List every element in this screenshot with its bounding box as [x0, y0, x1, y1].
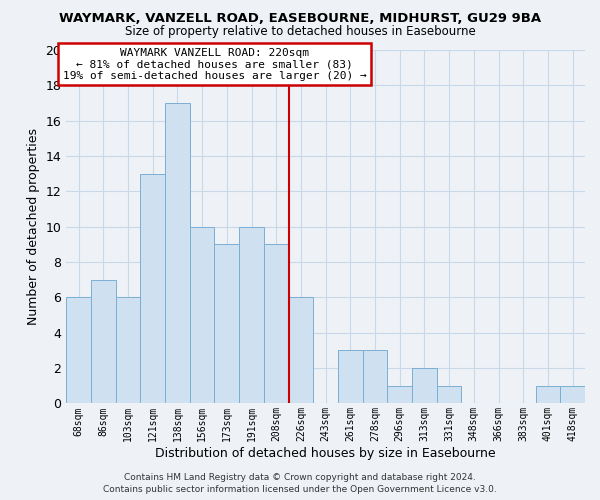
Bar [190, 226, 214, 404]
Bar [66, 298, 91, 404]
Bar [338, 350, 362, 404]
Bar [214, 244, 239, 404]
Y-axis label: Number of detached properties: Number of detached properties [27, 128, 40, 325]
Bar [140, 174, 165, 404]
Text: WAYMARK, VANZELL ROAD, EASEBOURNE, MIDHURST, GU29 9BA: WAYMARK, VANZELL ROAD, EASEBOURNE, MIDHU… [59, 12, 541, 26]
Bar [560, 386, 585, 404]
Bar [165, 103, 190, 404]
X-axis label: Distribution of detached houses by size in Easebourne: Distribution of detached houses by size … [155, 447, 496, 460]
Text: Size of property relative to detached houses in Easebourne: Size of property relative to detached ho… [125, 24, 475, 38]
Bar [388, 386, 412, 404]
Bar [437, 386, 461, 404]
Text: Contains HM Land Registry data © Crown copyright and database right 2024.
Contai: Contains HM Land Registry data © Crown c… [103, 472, 497, 494]
Bar [412, 368, 437, 404]
Text: WAYMARK VANZELL ROAD: 220sqm
← 81% of detached houses are smaller (83)
19% of se: WAYMARK VANZELL ROAD: 220sqm ← 81% of de… [62, 48, 367, 80]
Bar [116, 298, 140, 404]
Bar [91, 280, 116, 404]
Bar [362, 350, 388, 404]
Bar [239, 226, 264, 404]
Bar [536, 386, 560, 404]
Bar [264, 244, 289, 404]
Bar [289, 298, 313, 404]
